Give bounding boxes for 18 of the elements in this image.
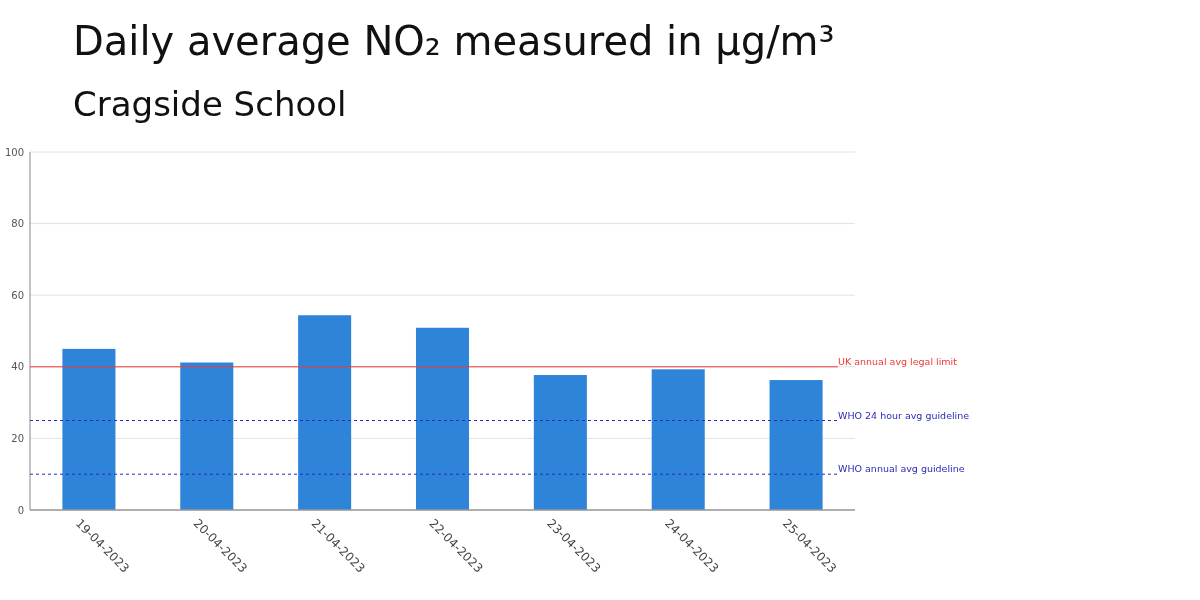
bar [62,348,116,510]
chart-title: Daily average NO₂ measured in µg/m³ [73,18,835,64]
chart-subtitle: Cragside School [73,84,347,124]
bar [415,327,470,510]
bar [769,380,823,510]
bar [180,362,234,510]
y-tick-label: 80 [11,218,24,230]
y-tick-label: 20 [11,432,24,444]
ref-line-label: UK annual avg legal limit [838,355,958,367]
y-tick-label: 0 [17,504,24,516]
bar [298,315,352,510]
bar [533,375,587,510]
y-tick-label: 40 [11,361,24,373]
y-tick-label: 60 [11,289,24,301]
bar [651,369,705,510]
ref-line-label: WHO annual avg guideline [838,463,965,475]
ref-line-label: WHO 24 hour avg guideline [838,409,970,421]
y-tick-label: 100 [4,146,24,158]
